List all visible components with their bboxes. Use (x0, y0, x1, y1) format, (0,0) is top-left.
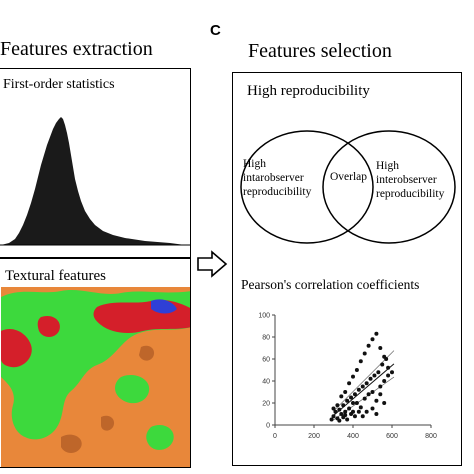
features-extraction-panel: First-order statistics Textural features (0, 68, 191, 468)
scatter-point (362, 396, 367, 401)
scatter-point (364, 381, 369, 386)
histogram-image (0, 117, 190, 246)
scatter-point (351, 401, 355, 405)
hollow-right-arrow-icon (197, 250, 228, 278)
scatter-point (354, 401, 359, 405)
scatter-point (347, 406, 352, 411)
texture-red-region (1, 328, 32, 368)
scatter-point (349, 412, 354, 416)
scatter-point (372, 373, 377, 378)
scatter-point (331, 414, 336, 419)
scatter-point (374, 398, 379, 403)
scatter-point (337, 418, 342, 423)
regression-line (333, 363, 395, 416)
high-reproducibility-label: High reproducibility (247, 83, 370, 99)
scatter-point (382, 401, 387, 405)
scatter-point (335, 403, 340, 408)
venn-circle-left (240, 130, 374, 244)
y-tick-label: 60 (262, 357, 270, 364)
y-tick-label: 0 (266, 423, 270, 430)
x-tick-label: 200 (308, 433, 320, 440)
scatter-point (368, 376, 373, 381)
features-selection-title: Features selection (248, 40, 392, 62)
scatter-point (337, 407, 342, 412)
scatter-point (356, 387, 361, 392)
y-tick-label: 100 (258, 313, 270, 320)
scatter-point (352, 414, 357, 419)
scatter-point (339, 394, 344, 399)
scatter-point (378, 346, 383, 350)
scatter-point (382, 354, 387, 359)
venn-left-text: High intarobserver reproducibility (243, 158, 312, 198)
venn-diagram (240, 130, 456, 244)
venn-right-text: High interobserver reproducibility (376, 160, 445, 200)
scatter-point (352, 392, 357, 397)
scatter-point (351, 374, 355, 379)
texture-map-image (1, 287, 190, 467)
scatter-point (345, 398, 350, 403)
y-tick-label: 80 (262, 335, 270, 342)
scatter-point (356, 409, 361, 414)
texture-dark-speckle (61, 345, 155, 453)
x-tick-label: 0 (273, 433, 277, 440)
x-tick-label: 400 (347, 433, 359, 440)
y-tick-label: 40 (262, 379, 270, 386)
texture-blue-patch (151, 299, 177, 314)
scatter-point (370, 337, 375, 342)
scatter-point (343, 390, 348, 394)
scatter-point (331, 406, 336, 411)
scatter-point (360, 414, 365, 419)
texture-red-patch (37, 315, 60, 337)
texture-green-patch (115, 374, 150, 404)
scatter-point (386, 373, 391, 378)
scatter-point (370, 406, 375, 411)
scatter-point (358, 359, 363, 364)
scatter-point (343, 409, 348, 414)
scatter-point (374, 412, 379, 416)
histogram-shape (1, 117, 185, 245)
scatter-point (358, 405, 363, 410)
scatter-point (349, 395, 354, 400)
scatter-point (341, 415, 346, 420)
scatter-point (360, 384, 365, 389)
venn-circle-right (322, 130, 456, 244)
scatter-point (390, 370, 394, 375)
confidence-line-upper (333, 350, 395, 412)
scatter-point (333, 409, 338, 414)
scatter-point (366, 343, 371, 348)
scatter-point (329, 417, 334, 422)
scatter-point (382, 379, 387, 383)
texture-red-region-2 (93, 300, 190, 333)
panel-letter: C (210, 22, 221, 39)
features-extraction-title: Features extraction (0, 38, 153, 60)
first-order-statistics-label: First-order statistics (3, 77, 115, 92)
scatter-point (339, 412, 344, 416)
scatter-point (380, 362, 385, 367)
scatter-point (347, 381, 352, 386)
textural-features-label: Textural features (5, 268, 106, 284)
texture-green-patch-2 (146, 424, 174, 450)
scatter-point (370, 390, 375, 394)
scatter-point (376, 370, 381, 375)
scatter-point (378, 384, 383, 389)
scatter-point (354, 368, 359, 372)
x-tick-label: 800 (425, 433, 437, 440)
panel-divider (0, 257, 190, 259)
scatter-point (378, 392, 383, 397)
y-tick-label: 20 (262, 401, 270, 408)
scatter-point (362, 351, 367, 356)
scatter-point (366, 392, 371, 397)
x-tick-label: 600 (386, 433, 398, 440)
venn-overlap-text: Overlap (330, 171, 368, 183)
features-selection-panel: High reproducibility High intarobserver … (232, 72, 462, 466)
scatter-point (386, 365, 391, 370)
scatter-point (374, 331, 379, 336)
pearson-correlation-label: Pearson's correlation coefficients (241, 277, 420, 292)
scatter-point (345, 417, 350, 422)
scatter-point (364, 409, 369, 414)
scatter-plot: 0 200 400 600 800 0 20 40 60 80 100 (258, 313, 437, 441)
scatter-point (341, 403, 346, 408)
